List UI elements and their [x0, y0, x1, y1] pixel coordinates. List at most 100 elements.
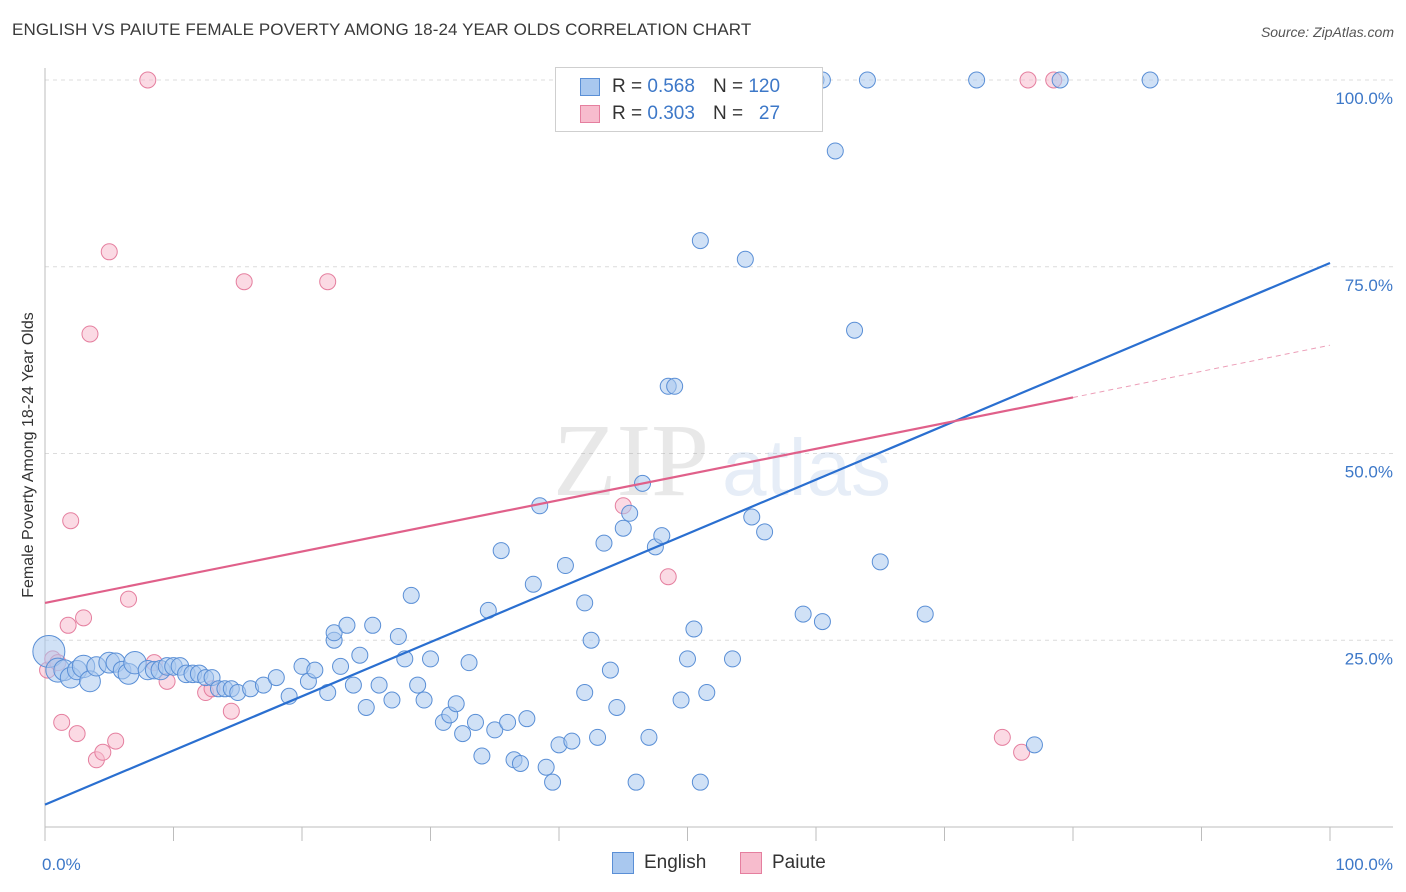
paiute-trendline-extension	[1072, 344, 1331, 398]
english-point	[544, 773, 562, 791]
english-point	[666, 377, 684, 395]
english-point	[743, 508, 761, 526]
english-n-value: 120	[748, 76, 781, 97]
english-point	[499, 713, 517, 731]
trendlines	[44, 262, 1331, 806]
english-point	[402, 586, 420, 604]
chart-title: ENGLISH VS PAIUTE FEMALE POVERTY AMONG 1…	[12, 20, 752, 39]
paiute-point	[107, 732, 125, 750]
paiute-point	[59, 616, 77, 634]
english-point	[524, 575, 542, 593]
english-point	[640, 728, 658, 746]
english-point	[576, 594, 594, 612]
paiute-point	[222, 702, 240, 720]
paiute-point	[62, 512, 80, 530]
english-point	[486, 721, 504, 739]
paiute-point	[75, 609, 93, 627]
legend-item-paiute[interactable]: Paiute	[740, 852, 826, 874]
english-point	[306, 661, 324, 679]
x-tick-label-100: 100.0%	[1335, 855, 1393, 874]
english-point	[826, 142, 844, 160]
axes	[44, 68, 1393, 841]
y-tick-label-50: 50.0%	[1345, 463, 1393, 482]
paiute-point	[1013, 743, 1031, 761]
english-point	[351, 646, 369, 664]
english-point	[1051, 71, 1069, 89]
english-point	[614, 519, 632, 537]
english-point	[344, 676, 362, 694]
paiute-point	[120, 590, 138, 608]
english-point	[364, 616, 382, 634]
paiute-trendline	[44, 396, 1074, 604]
legend-row-paiute: R = 0.303 N = 27	[580, 102, 780, 126]
english-point	[537, 758, 555, 776]
y-tick-label-75: 75.0%	[1345, 276, 1393, 295]
watermark-zip: ZIP	[553, 403, 709, 518]
paiute-legend-label: Paiute	[772, 852, 826, 873]
english-point	[383, 691, 401, 709]
english-point	[756, 523, 774, 541]
paiute-legend-swatch	[740, 852, 762, 874]
english-point	[556, 557, 574, 575]
english-point	[254, 676, 272, 694]
watermark: ZIP atlas	[553, 403, 891, 518]
english-r-label: R =	[612, 76, 643, 97]
english-point	[736, 250, 754, 268]
english-point	[415, 691, 433, 709]
english-trendline	[44, 262, 1331, 806]
paiute-point	[1019, 71, 1037, 89]
y-tick-label-25: 25.0%	[1345, 649, 1393, 668]
english-point	[357, 698, 375, 716]
english-point	[627, 773, 645, 791]
paiute-point	[659, 568, 677, 586]
paiute-point	[139, 71, 157, 89]
english-point	[679, 650, 696, 668]
legend-item-english[interactable]: English	[612, 852, 706, 874]
english-point	[589, 728, 607, 746]
paiute-point	[235, 273, 253, 291]
paiute-point	[100, 243, 118, 261]
correlation-legend: R = 0.568 N = 120 R = 0.303 N = 27	[555, 67, 823, 132]
english-point	[563, 732, 581, 750]
english-point	[325, 624, 343, 642]
paiute-point	[94, 743, 112, 761]
paiute-point	[53, 713, 71, 731]
english-point	[968, 71, 986, 89]
paiute-points	[39, 71, 1063, 769]
english-point	[267, 669, 285, 687]
english-point	[698, 684, 716, 702]
english-point	[460, 654, 478, 672]
paiute-n-value: 27	[758, 103, 781, 124]
paiute-point	[81, 325, 99, 343]
english-point	[332, 657, 350, 675]
english-point	[595, 534, 613, 552]
english-point	[1141, 71, 1159, 89]
english-point	[685, 620, 703, 638]
english-point	[370, 676, 388, 694]
english-point	[672, 691, 690, 709]
y-tick-label-100: 100.0%	[1335, 89, 1393, 108]
english-point	[518, 710, 536, 728]
x-tick-label-0: 0.0%	[42, 855, 81, 874]
english-point	[466, 713, 484, 731]
legend-row-english: R = 0.568 N = 120	[580, 75, 780, 99]
english-point	[454, 725, 472, 743]
english-point	[492, 542, 510, 560]
english-swatch	[580, 78, 600, 96]
paiute-r-label: R =	[612, 103, 643, 124]
paiute-point	[319, 273, 337, 291]
english-point	[723, 650, 741, 668]
english-point	[511, 755, 529, 773]
english-n-label: N =	[712, 76, 744, 97]
paiute-point	[68, 725, 86, 743]
paiute-swatch	[580, 105, 600, 123]
watermark-atlas: atlas	[722, 423, 891, 512]
english-point	[422, 650, 439, 668]
english-r-value: 0.568	[647, 76, 695, 97]
english-point	[858, 71, 876, 89]
english-point	[871, 553, 889, 571]
paiute-point	[993, 728, 1011, 746]
english-point	[338, 616, 356, 634]
gridlines	[45, 79, 1393, 641]
